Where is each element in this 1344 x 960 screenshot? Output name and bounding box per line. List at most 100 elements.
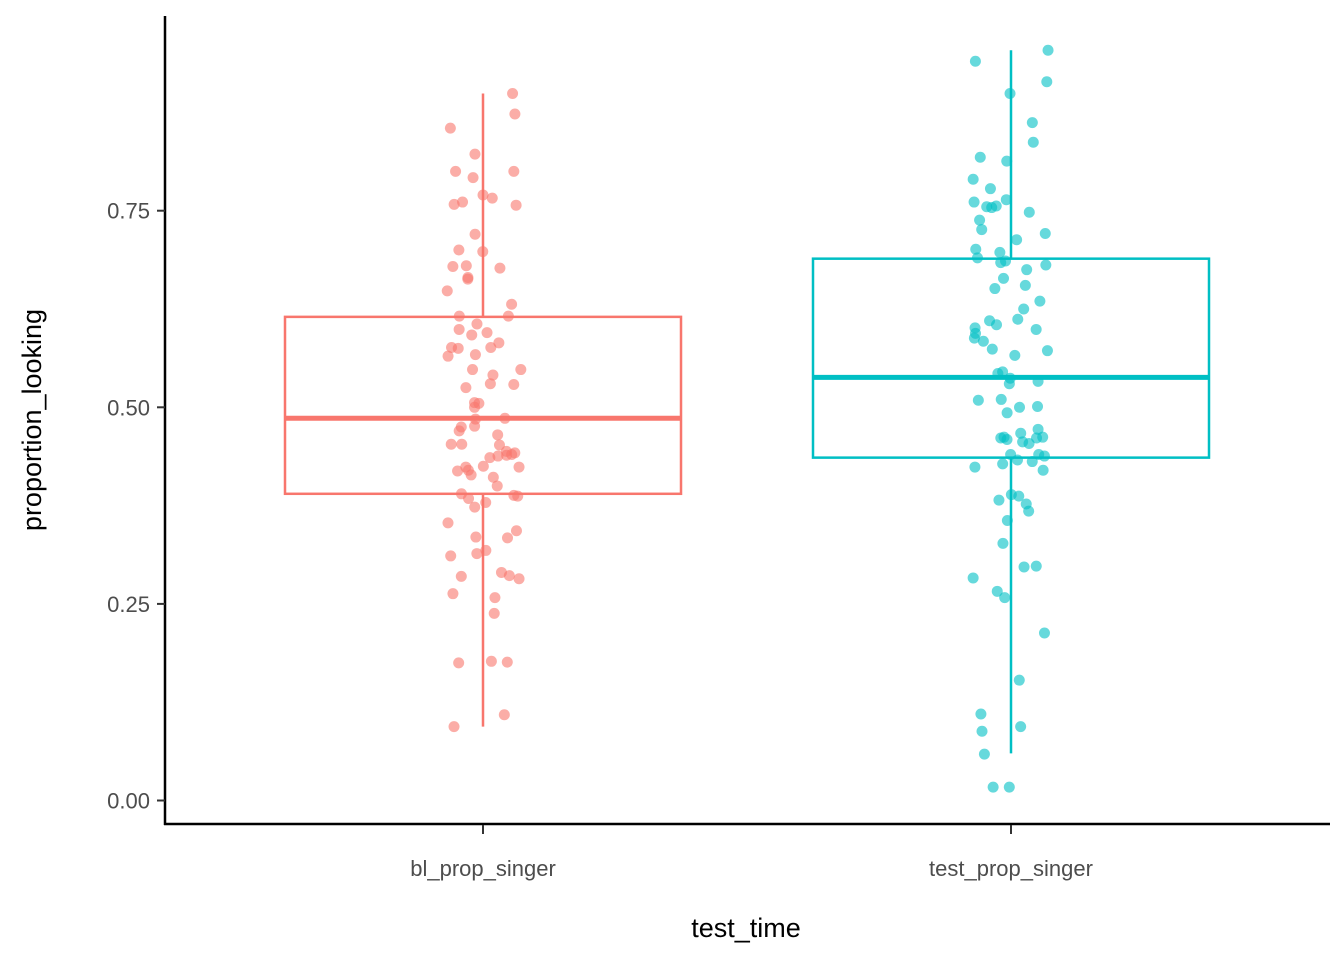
- data-point: [507, 88, 519, 100]
- data-point: [974, 151, 986, 163]
- data-point: [1001, 155, 1013, 167]
- data-point: [1001, 515, 1013, 527]
- data-point: [481, 327, 493, 339]
- data-point: [971, 252, 983, 264]
- data-point: [1027, 136, 1039, 148]
- data-point: [1037, 464, 1049, 476]
- data-point: [467, 364, 479, 376]
- data-point: [986, 202, 998, 214]
- data-point: [493, 337, 505, 349]
- data-point: [999, 592, 1011, 604]
- data-point: [1012, 313, 1024, 325]
- data-point: [1011, 234, 1023, 246]
- data-point: [448, 721, 460, 733]
- data-point: [502, 310, 514, 322]
- data-point: [463, 493, 475, 505]
- data-point: [488, 607, 500, 619]
- data-point: [492, 429, 504, 441]
- data-point: [477, 246, 489, 258]
- data-point: [513, 573, 525, 585]
- data-point: [984, 183, 996, 195]
- data-point: [480, 496, 492, 508]
- series-bl_prop_singer: [283, 88, 683, 733]
- data-point: [1003, 781, 1015, 793]
- data-point: [1026, 117, 1038, 129]
- data-point: [484, 378, 496, 390]
- data-point: [460, 382, 472, 394]
- data-point: [977, 335, 989, 347]
- data-point: [987, 781, 999, 793]
- data-point: [494, 262, 506, 274]
- data-point: [457, 196, 469, 208]
- data-point: [1023, 437, 1035, 449]
- y-axis-title: proportion_looking: [17, 309, 47, 531]
- data-point: [1003, 378, 1015, 390]
- data-point: [1034, 295, 1046, 307]
- data-point: [991, 585, 1003, 597]
- x-tick-label: bl_prop_singer: [410, 856, 556, 881]
- data-point: [442, 350, 454, 362]
- data-point: [1004, 88, 1016, 100]
- data-point: [1015, 721, 1027, 733]
- data-point: [970, 243, 982, 255]
- data-point: [506, 298, 518, 310]
- data-point: [501, 656, 513, 668]
- data-point: [1030, 560, 1042, 572]
- data-point: [969, 55, 981, 67]
- data-point: [462, 273, 474, 285]
- data-point: [1019, 279, 1031, 291]
- data-point: [976, 224, 988, 236]
- data-point: [994, 246, 1006, 258]
- box: [283, 315, 683, 496]
- y-tick-label: 0.00: [107, 789, 150, 814]
- data-point: [452, 342, 464, 354]
- data-point: [1038, 627, 1050, 639]
- data-point: [1041, 76, 1053, 88]
- data-point: [442, 517, 454, 529]
- data-point: [503, 570, 515, 582]
- data-point: [477, 189, 489, 201]
- data-point: [447, 261, 459, 273]
- data-point: [470, 531, 482, 543]
- data-point: [968, 196, 980, 208]
- data-point: [448, 198, 460, 210]
- data-point: [465, 469, 477, 481]
- data-point: [491, 480, 503, 492]
- data-point: [515, 364, 527, 376]
- data-point: [501, 532, 513, 544]
- data-point: [1000, 194, 1012, 206]
- data-point: [1042, 44, 1054, 56]
- data-point: [1041, 345, 1053, 357]
- data-point: [498, 709, 510, 721]
- data-point: [510, 525, 522, 537]
- data-point: [510, 199, 522, 211]
- data-point: [969, 461, 981, 473]
- data-point: [453, 323, 465, 335]
- data-point: [445, 438, 457, 450]
- plot-area: [283, 44, 1211, 793]
- data-point: [501, 449, 513, 461]
- data-point: [453, 425, 465, 437]
- data-point: [986, 343, 998, 355]
- data-point: [989, 283, 1001, 295]
- data-point: [512, 490, 524, 502]
- data-point: [1011, 454, 1023, 466]
- data-point: [1018, 303, 1030, 315]
- data-point: [1014, 401, 1026, 413]
- data-point: [995, 257, 1007, 269]
- data-point: [480, 544, 492, 556]
- x-tick-label: test_prop_singer: [929, 856, 1093, 881]
- y-tick-label: 0.75: [107, 199, 150, 224]
- data-point: [469, 349, 481, 361]
- x-axis-title: test_time: [691, 913, 801, 943]
- data-point: [441, 285, 453, 297]
- data-point: [1015, 427, 1027, 439]
- data-point: [466, 329, 478, 341]
- data-point: [469, 148, 481, 160]
- data-point: [993, 494, 1005, 506]
- data-point: [1018, 561, 1030, 573]
- data-point: [460, 260, 472, 272]
- data-point: [453, 657, 465, 669]
- data-point: [1026, 456, 1038, 468]
